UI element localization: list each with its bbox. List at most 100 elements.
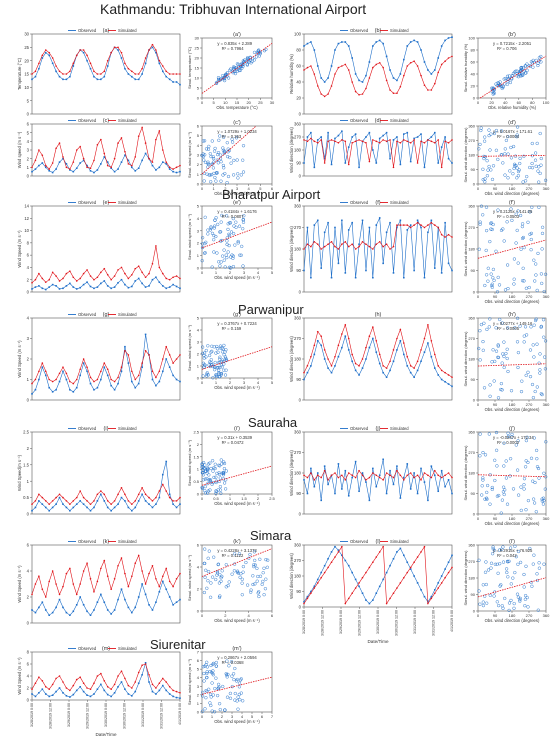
scatter-point [209,581,213,585]
data-point-simulated [96,276,99,279]
y-tick-label: 90 [296,268,301,273]
data-point-simulated [413,367,415,369]
data-point-simulated [51,570,54,572]
scatter-point [204,469,208,473]
scatter-point [543,178,548,182]
x-tick-label: 3 [243,380,246,385]
data-point-observed [155,51,157,54]
scatter-point [496,157,500,162]
data-point-simulated [137,554,140,557]
data-point-observed [433,267,436,269]
data-point-simulated [375,63,378,66]
data-point-observed [344,469,347,472]
scatter-point [526,370,530,374]
data-point-simulated [155,245,157,247]
data-point-observed [354,369,357,372]
data-point-simulated [320,476,323,479]
y-tick-label: 6 [27,543,30,548]
scatter-point [531,497,536,501]
data-point-observed [124,283,126,286]
data-point-simulated [337,141,340,144]
data-point-observed [389,469,391,472]
figure-title: Kathmandu: Tribhuvan International Airpo… [100,1,367,17]
scatter-point [500,321,504,325]
scatter-point [232,569,237,573]
data-point-simulated [141,271,143,274]
data-point-observed [437,490,440,493]
scatter-point [213,146,217,151]
data-point-observed [399,219,402,222]
data-point-observed [48,286,51,288]
x-tick-label: 20 [489,100,494,105]
scatter-point [487,128,491,132]
data-point-simulated [131,274,133,276]
scatter-point [218,476,222,480]
scatter-point [537,165,541,169]
data-point-simulated [165,70,168,73]
data-point-observed [38,500,40,502]
scatter-point [204,147,209,151]
scatter-point [202,679,206,683]
data-point-simulated [127,500,130,502]
legend-observed-label: Observed [350,539,369,544]
data-point-simulated [372,561,374,564]
data-point-simulated [430,476,433,479]
scatter-point [200,694,205,698]
data-point-simulated [306,243,309,246]
plot-frame [201,431,273,495]
data-point-simulated [433,82,436,85]
scatter-point [213,218,217,222]
data-point-observed [127,606,130,609]
scatter-point [239,677,243,681]
scatter-point [509,207,513,211]
data-point-observed [437,57,440,59]
scatter-point [215,347,220,351]
trend-line [201,346,273,370]
y-axis-label: Simul. wind direction (degrees) [463,445,468,501]
scatter-point [234,225,238,229]
scatter-point [209,350,213,354]
data-point-observed [161,580,164,583]
x-tick-label: 360 [543,402,550,407]
scatter-point [257,54,262,58]
data-point-observed [69,509,71,512]
y-tick-label: 4 [197,216,200,221]
trend-line [201,676,273,695]
scatter-point [489,221,493,226]
data-point-observed [396,465,398,467]
legend-observed-label: Observed [350,28,369,33]
scatter-point [253,582,257,586]
scatter-point [222,471,226,476]
scatter-point [228,691,233,696]
panel-label: (f) [375,200,380,206]
data-point-simulated [100,370,102,373]
data-point-simulated [65,687,68,689]
y-tick-label: 270 [468,225,475,230]
scatter-point [494,249,498,253]
data-point-observed [420,360,422,363]
scatter-point [489,561,494,565]
scatter-point [203,215,207,219]
data-point-observed [341,554,343,557]
scatter-point [491,267,496,272]
scatter-point [214,81,219,85]
data-point-simulated [175,166,178,169]
data-point-observed [113,388,116,391]
scatter-point [203,575,207,580]
data-point-simulated [168,354,171,356]
data-point-observed [361,81,364,83]
data-point-observed [310,365,312,367]
scatter-point [492,278,496,283]
data-point-observed [358,79,360,82]
data-point-observed [375,224,378,226]
y-tick-label: 30 [195,36,200,41]
scatter-point [200,345,205,349]
data-point-observed [406,561,409,564]
regression-equation: y = -0.0247x + 172.34 [493,435,534,440]
y-tick-label: 2 [27,357,30,362]
legend-simulated-label: Simulated [390,28,409,33]
series-line-simulated [303,323,453,378]
data-point-observed [103,280,106,282]
data-point-simulated [327,358,329,360]
data-point-simulated [447,141,450,144]
